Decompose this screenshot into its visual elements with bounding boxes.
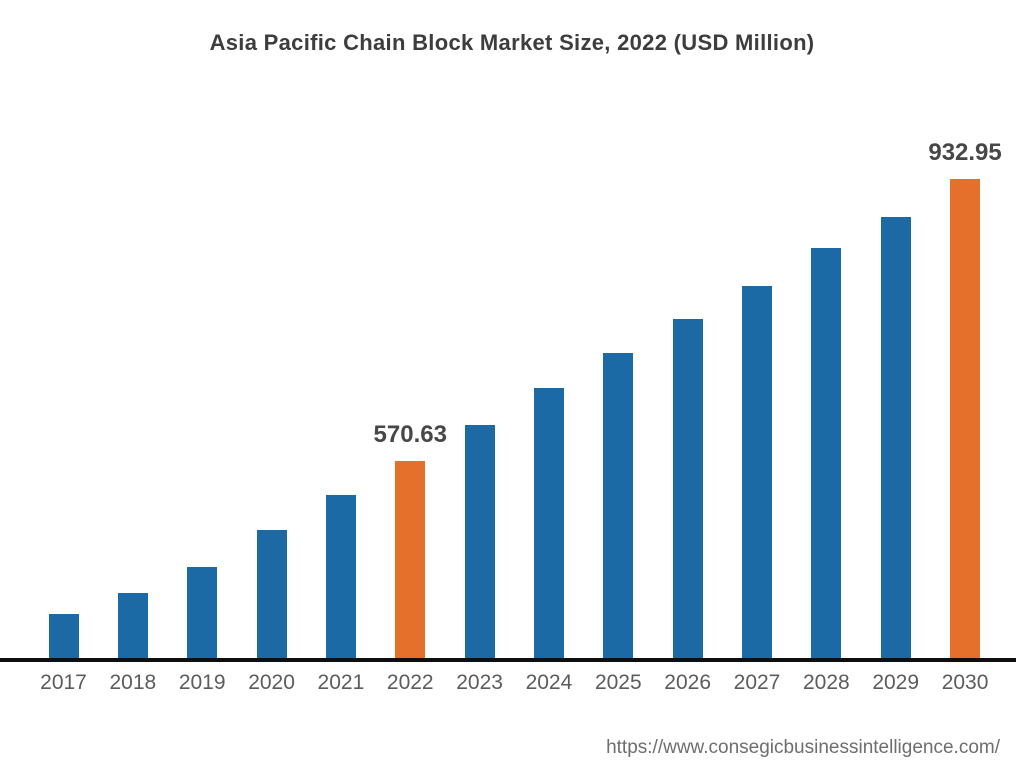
x-axis-tick-label-2023: 2023: [456, 671, 503, 694]
bar-2017: [48, 614, 79, 658]
bar-2022: [395, 461, 426, 658]
bar-2021: [325, 495, 356, 658]
bar-2029: [880, 217, 911, 658]
x-axis-tick-label-2025: 2025: [594, 671, 642, 694]
x-axis-line: [0, 658, 1016, 662]
bar-2019: [187, 567, 218, 658]
bar-2025: [603, 353, 634, 658]
bar-value-label-2030: 932.95: [928, 139, 1002, 166]
bar-value-label-2022: 570.63: [373, 421, 447, 448]
chart-title: Asia Pacific Chain Block Market Size, 20…: [209, 30, 815, 55]
x-axis-tick-label-2027: 2027: [733, 671, 781, 694]
bar-2026: [672, 319, 703, 658]
x-axis-tick-label-2029: 2029: [872, 671, 920, 694]
x-axis-tick-label-2018: 2018: [109, 671, 157, 694]
x-axis-tick-label-2021: 2021: [317, 671, 365, 694]
x-axis-tick-label-2022: 2022: [386, 671, 434, 694]
bar-2023: [464, 425, 495, 658]
x-axis-tick-label-2028: 2028: [802, 671, 850, 694]
source-url: https://www.consegicbusinessintelligence…: [606, 737, 1000, 758]
bar-2020: [256, 530, 287, 658]
bar-2024: [533, 388, 564, 658]
x-axis-tick-label-2030: 2030: [941, 671, 989, 694]
bar-2027: [742, 286, 772, 658]
bar-2028: [811, 248, 842, 658]
x-axis-tick-label-2026: 2026: [664, 671, 711, 694]
bar-2030: [950, 179, 981, 658]
x-axis-tick-label-2020: 2020: [248, 671, 295, 694]
x-axis-tick-label-2019: 2019: [178, 671, 226, 694]
bar-2018: [117, 593, 148, 658]
x-axis-tick-label-2024: 2024: [525, 671, 573, 694]
x-axis-tick-label-2017: 2017: [40, 671, 87, 694]
